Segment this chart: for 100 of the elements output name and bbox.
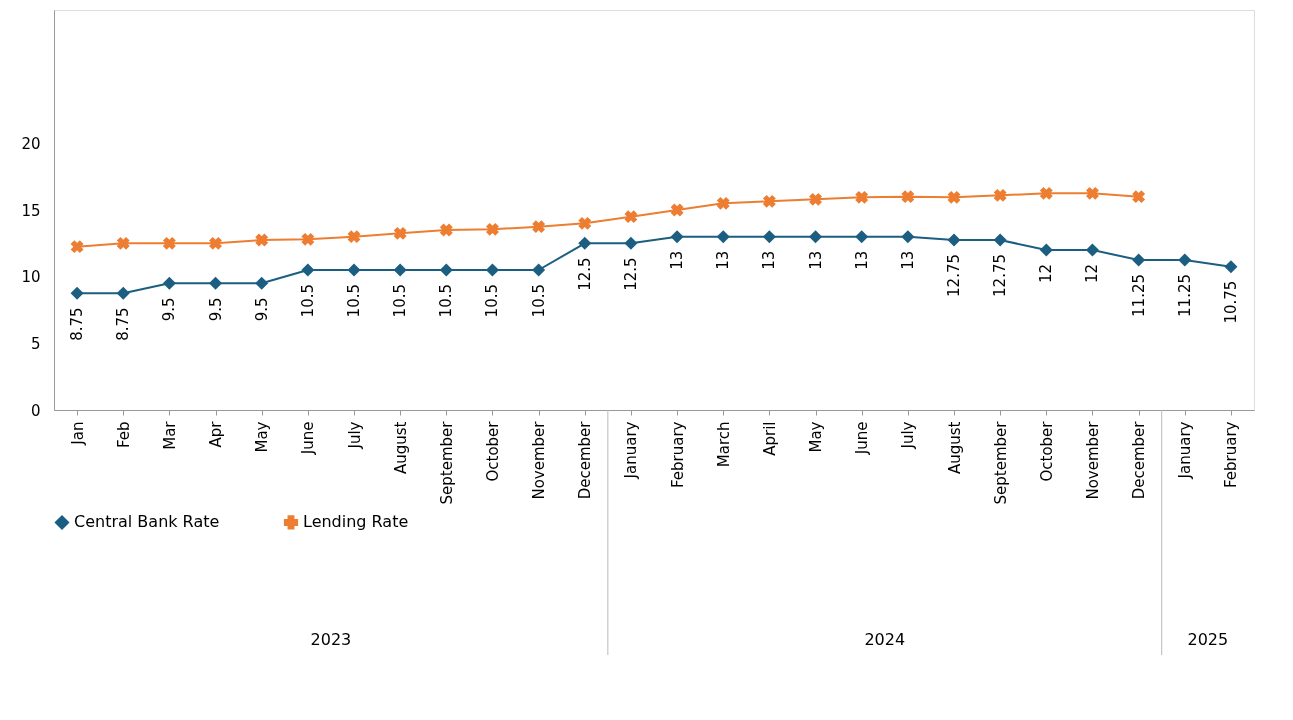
x-tick-label: February: [1222, 421, 1241, 488]
point: [532, 263, 546, 277]
point: [624, 210, 638, 224]
data-label: 13: [668, 250, 687, 270]
data-label: 10.5: [298, 284, 317, 318]
x-tick-label: March: [714, 421, 733, 468]
y-tick-label: 20: [21, 134, 41, 153]
data-label: 8.75: [68, 307, 87, 341]
data-label: 12.75: [991, 254, 1010, 297]
x-tick-label: August: [945, 421, 964, 474]
point: [947, 233, 961, 247]
data-label: 12.5: [575, 257, 594, 291]
x-tick-label: September: [437, 420, 456, 505]
point: [162, 276, 176, 290]
point: [855, 230, 869, 244]
point: [116, 286, 130, 300]
point: [993, 233, 1007, 247]
point: [485, 263, 499, 277]
point: [809, 230, 823, 244]
data-label: 11.25: [1175, 274, 1194, 317]
data-label: 8.75: [114, 307, 133, 341]
x-tick-label: October: [1037, 420, 1056, 482]
point: [670, 203, 684, 217]
point: [1178, 253, 1192, 267]
y-tick-label: 10: [21, 268, 41, 287]
data-label: 13: [806, 250, 825, 270]
x-tick-label: September: [991, 420, 1010, 505]
point: [209, 236, 222, 250]
x-tick-label: July: [899, 421, 918, 450]
point: [716, 230, 730, 244]
point: [301, 232, 315, 246]
point: [439, 263, 453, 277]
x-tick-label: August: [391, 421, 410, 474]
data-label: 13: [898, 250, 917, 270]
point: [486, 222, 499, 236]
data-label: 9.5: [160, 297, 179, 322]
data-label: 13: [852, 250, 871, 270]
x-tick-label: December: [1130, 420, 1149, 500]
point: [439, 223, 453, 237]
point: [901, 190, 915, 204]
data-label: 13: [714, 250, 733, 270]
data-label: 9.5: [252, 297, 271, 322]
x-tick-label: April: [760, 421, 779, 456]
point: [393, 263, 407, 277]
point: [532, 220, 546, 234]
point: [1132, 190, 1146, 204]
point: [855, 190, 869, 204]
data-label: 12.75: [945, 254, 963, 297]
point: [1132, 253, 1146, 267]
data-label: 13: [760, 250, 779, 270]
x-tick-label: Apr: [207, 420, 226, 448]
point: [1039, 186, 1053, 200]
text: 2023: [310, 630, 352, 649]
point: [162, 236, 176, 250]
point: [762, 230, 776, 244]
data-label: 10.5: [345, 284, 363, 318]
x-tick-label: December: [576, 420, 595, 500]
text: 2025: [1187, 630, 1229, 649]
point: [716, 196, 730, 210]
data-label: 10.75: [1221, 280, 1240, 324]
point: [209, 276, 223, 290]
y-tick-label: 5: [30, 334, 41, 353]
x-tick-label: May: [807, 421, 826, 453]
point: [578, 216, 592, 230]
x-tick-label: June: [853, 421, 872, 456]
point: [901, 230, 915, 244]
point: [70, 240, 84, 254]
point: [70, 286, 84, 300]
point: [116, 236, 130, 250]
x-tick-label: October: [483, 420, 502, 482]
x-tick-label: July: [345, 421, 364, 450]
point: [347, 263, 361, 277]
point: [1039, 243, 1053, 257]
data-label: 10.5: [391, 284, 410, 318]
data-label: 12: [1037, 264, 1056, 284]
x-tick-label: February: [668, 421, 687, 488]
x-tick-label: June: [299, 421, 318, 456]
data-label: 11.25: [1129, 274, 1148, 317]
x-tick-label: Mar: [160, 420, 179, 450]
y-tick-label: 0: [30, 401, 41, 420]
point: [1224, 260, 1238, 274]
data-label: 12: [1083, 264, 1102, 284]
data-label: 12.5: [621, 257, 640, 291]
point: [301, 263, 315, 277]
point: [809, 192, 822, 206]
x-tick-label: Jan: [68, 421, 87, 446]
data-label: 10.5: [437, 284, 456, 318]
point: [1085, 243, 1099, 257]
point: [255, 276, 269, 290]
point: [578, 236, 592, 250]
data-label: 10.5: [529, 284, 548, 318]
point: [947, 190, 961, 204]
point: [1086, 186, 1099, 200]
point: [762, 194, 776, 208]
x-tick-label: May: [253, 421, 272, 453]
text: 2024: [864, 630, 906, 649]
data-label: 10.5: [483, 284, 502, 318]
point: [993, 188, 1007, 202]
point: [393, 226, 407, 240]
y-tick-label: 15: [21, 201, 41, 220]
